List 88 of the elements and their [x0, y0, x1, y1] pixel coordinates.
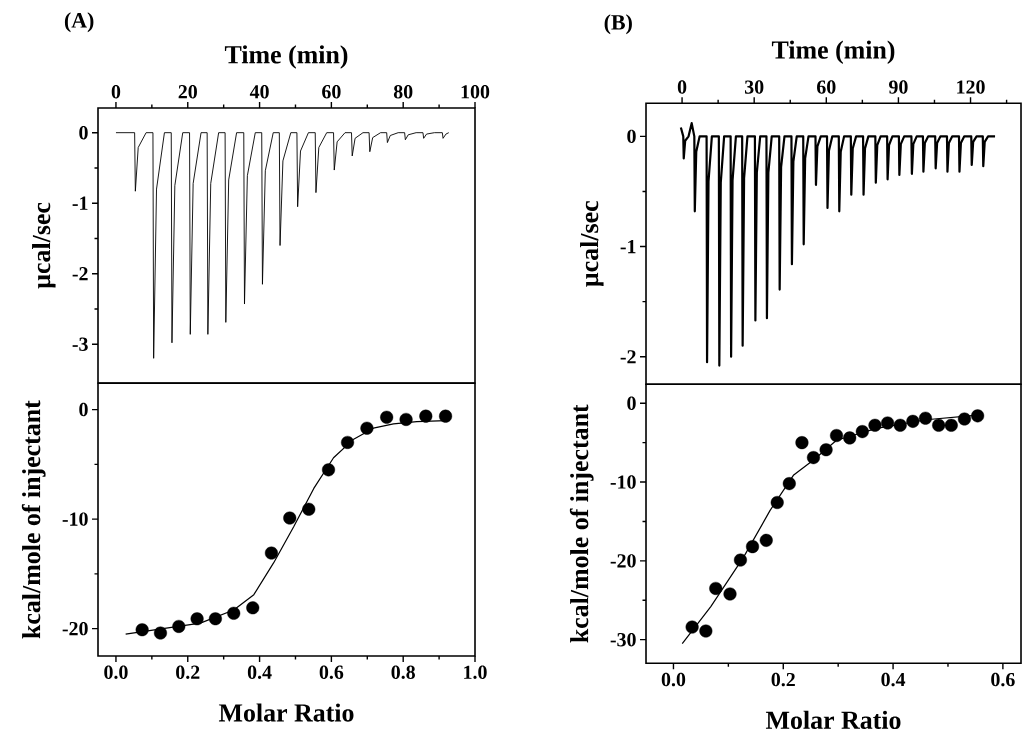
- x-axis-title: Time (min): [771, 40, 895, 64]
- point: [360, 421, 374, 435]
- point: [723, 587, 737, 601]
- y-axis-title: µcal/sec: [580, 201, 604, 287]
- y-tick-label: 0: [79, 402, 88, 417]
- x-tick-label: 0.2: [176, 665, 200, 680]
- point: [746, 540, 760, 554]
- point: [227, 606, 241, 620]
- point: [399, 412, 413, 426]
- point: [264, 546, 278, 560]
- y-tick-label: 0: [627, 129, 636, 144]
- x-axis-title: Time (min): [224, 45, 348, 69]
- point: [806, 451, 820, 465]
- y-tick-label: -3: [72, 337, 88, 351]
- point: [302, 502, 316, 516]
- x-tick-label: 100: [461, 85, 490, 99]
- x-tick-label: 0.4: [881, 672, 906, 687]
- x-tick-label: 60: [817, 80, 836, 94]
- x-tick-label: 40: [249, 85, 269, 99]
- y-tick-label: 0: [627, 396, 636, 410]
- y-tick-label: -1: [620, 239, 636, 254]
- y-tick-label: -2: [72, 267, 88, 281]
- y-tick-label: -20: [610, 554, 636, 568]
- x-tick-label: 0.6: [991, 672, 1015, 687]
- y-tick-label: -10: [610, 475, 636, 489]
- point: [685, 620, 699, 634]
- point: [971, 409, 985, 423]
- point: [855, 425, 869, 439]
- point: [419, 409, 433, 423]
- x-tick-label: 80: [393, 85, 413, 99]
- point: [868, 418, 882, 432]
- point: [709, 581, 723, 595]
- y-axis-title: kcal/mole of injectant: [569, 404, 594, 643]
- x-tick-label: 0: [677, 80, 687, 94]
- point: [957, 412, 971, 426]
- point: [172, 619, 186, 633]
- point: [918, 411, 932, 425]
- x-tick-label: 0.2: [771, 672, 795, 687]
- point: [759, 533, 773, 547]
- point: [439, 409, 453, 423]
- x-tick-label: 0.6: [319, 665, 344, 680]
- x-axis-title: Molar Ratio: [765, 710, 901, 729]
- x-tick-label: 0.0: [104, 665, 128, 680]
- x-axis-title: Molar Ratio: [218, 703, 354, 722]
- point: [190, 612, 204, 626]
- y-tick-label: -10: [62, 512, 88, 526]
- y-tick-label: -20: [62, 621, 88, 636]
- point: [881, 416, 895, 430]
- point: [733, 553, 747, 567]
- x-tick-label: 20: [178, 85, 197, 99]
- point: [341, 435, 355, 449]
- point: [932, 418, 946, 432]
- y-axis-title: kcal/mole of injectant: [21, 400, 46, 639]
- point: [893, 418, 907, 432]
- point: [906, 414, 920, 428]
- point: [944, 418, 958, 432]
- point: [770, 496, 784, 510]
- x-tick-label: 90: [889, 80, 908, 94]
- point: [153, 626, 167, 640]
- point: [380, 410, 394, 424]
- y-tick-label: 0: [79, 125, 88, 140]
- x-tick-label: 0.4: [247, 665, 272, 680]
- point: [322, 463, 336, 477]
- chart-title: (B): [604, 14, 632, 35]
- x-tick-label: 120: [957, 80, 985, 94]
- point: [699, 624, 713, 638]
- point: [843, 431, 857, 445]
- x-tick-label: 0.8: [391, 665, 415, 680]
- x-tick-label: 0: [111, 85, 121, 99]
- x-tick-label: 30: [744, 80, 764, 94]
- point: [208, 612, 222, 626]
- point: [795, 436, 809, 450]
- x-tick-label: 60: [322, 85, 341, 99]
- y-tick-label: -2: [620, 350, 636, 364]
- point: [782, 477, 796, 491]
- point: [283, 511, 297, 525]
- y-tick-label: -1: [72, 196, 88, 210]
- point: [246, 601, 260, 615]
- line-series: [115, 132, 450, 359]
- point: [819, 443, 833, 457]
- line-series: [679, 122, 997, 367]
- y-tick-label: -30: [610, 632, 636, 647]
- chart-title: (A): [64, 12, 94, 33]
- point: [135, 623, 149, 637]
- point: [830, 429, 844, 443]
- y-axis-title: µcal/sec: [32, 202, 56, 289]
- x-tick-label: 1.0: [464, 665, 487, 680]
- x-tick-label: 0.0: [661, 672, 686, 687]
